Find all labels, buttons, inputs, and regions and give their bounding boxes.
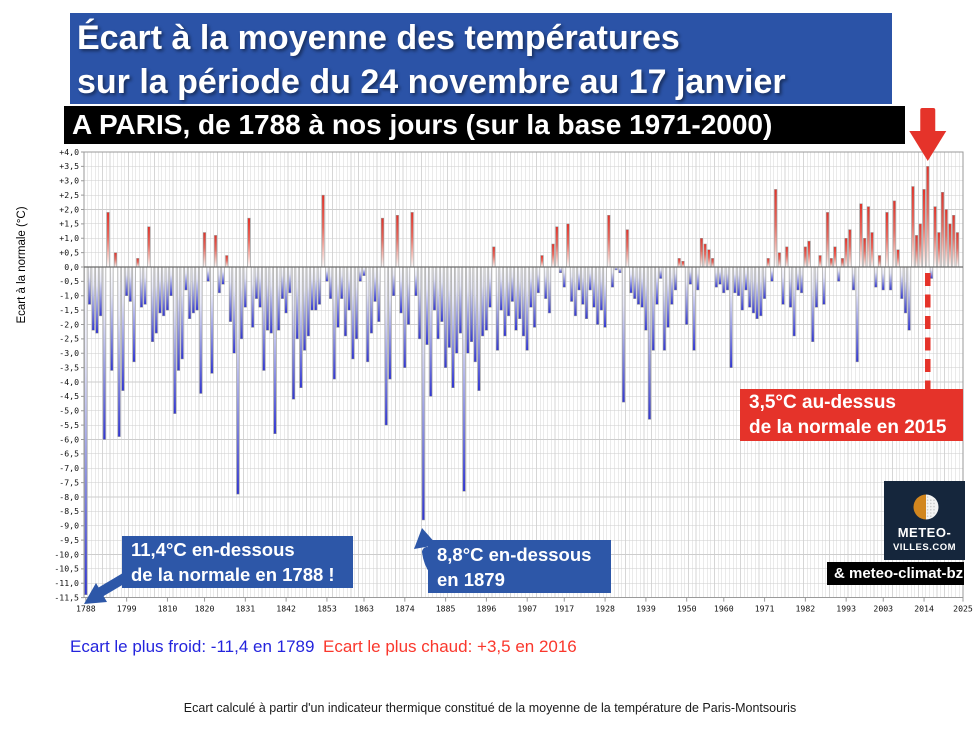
- svg-text:1788: 1788: [76, 604, 96, 614]
- svg-text:-10,5: -10,5: [54, 564, 79, 574]
- meteo-villes-logo-icon: METEO- VILLES.COM: [893, 494, 956, 553]
- svg-text:1896: 1896: [477, 604, 497, 614]
- y-axis-labels: +4,0 +3,5 +3,0 +2,5 +2,0 +1,5 +1,0 +0,5 0,0 -0,5 -…: [54, 147, 84, 602]
- svg-text:1993: 1993: [836, 604, 856, 614]
- svg-text:1960: 1960: [714, 604, 734, 614]
- svg-text:-10,0: -10,0: [54, 549, 79, 559]
- svg-text:+2,5: +2,5: [59, 190, 79, 200]
- svg-text:1907: 1907: [517, 604, 537, 614]
- svg-text:-6,0: -6,0: [59, 434, 79, 444]
- svg-text:1842: 1842: [276, 604, 296, 614]
- annotation-1788-box: 11,4°C en-dessous de la normale en 1788 …: [122, 536, 353, 588]
- svg-text:-5,5: -5,5: [59, 420, 79, 430]
- svg-text:2014: 2014: [914, 604, 934, 614]
- svg-text:-3,5: -3,5: [59, 362, 79, 372]
- svg-text:-5,0: -5,0: [59, 406, 79, 416]
- bars-group: [84, 166, 959, 595]
- svg-text:1939: 1939: [636, 604, 656, 614]
- arrow-down-2015-icon: [909, 108, 947, 161]
- svg-text:1810: 1810: [158, 604, 178, 614]
- x-axis-labels: 1788 1799 1810 1820 1831 1842 1853 1863 1874 1885…: [76, 597, 973, 614]
- svg-text:+1,5: +1,5: [59, 219, 79, 229]
- svg-text:1928: 1928: [595, 604, 615, 614]
- svg-text:1950: 1950: [677, 604, 697, 614]
- svg-text:+4,0: +4,0: [59, 147, 79, 157]
- svg-text:-8,0: -8,0: [59, 492, 79, 502]
- annotation-1879-line2: en 1879: [437, 569, 505, 590]
- svg-text:-7,0: -7,0: [59, 463, 79, 473]
- svg-text:METEO-: METEO-: [898, 525, 952, 540]
- annotation-2015-box: 3,5°C au-dessus de la normale en 2015: [740, 389, 963, 441]
- annotation-1879-line1: 8,8°C en-dessous: [437, 544, 592, 565]
- svg-text:-4,5: -4,5: [59, 391, 79, 401]
- svg-text:+0,5: +0,5: [59, 247, 79, 257]
- meteo-villes-logo: METEO- VILLES.COM: [884, 481, 965, 560]
- annotation-2015-line2: de la normale en 2015: [749, 417, 947, 438]
- svg-text:1820: 1820: [195, 604, 215, 614]
- annotation-1788-line1: 11,4°C en-dessous: [131, 539, 295, 560]
- svg-text:1863: 1863: [354, 604, 374, 614]
- svg-text:+2,0: +2,0: [59, 204, 79, 214]
- svg-text:1799: 1799: [117, 604, 137, 614]
- svg-text:-1,0: -1,0: [59, 291, 79, 301]
- caption-coldest: Ecart le plus froid: -11,4 en 1789: [70, 637, 315, 656]
- svg-text:-9,0: -9,0: [59, 521, 79, 531]
- svg-text:1874: 1874: [395, 604, 415, 614]
- caption-warmest: Ecart le plus chaud: +3,5 en 2016: [323, 637, 577, 656]
- y-axis-title: Ecart à la normale (°C): [16, 206, 28, 323]
- svg-text:2003: 2003: [873, 604, 893, 614]
- main-title-banner: Écart à la moyenne des températures sur …: [70, 13, 892, 104]
- main-title-line1: Écart à la moyenne des températures: [77, 19, 680, 57]
- annotation-2015-line1: 3,5°C au-dessus: [749, 392, 896, 413]
- svg-text:-6,5: -6,5: [59, 449, 79, 459]
- svg-text:-8,5: -8,5: [59, 506, 79, 516]
- svg-text:+3,5: +3,5: [59, 161, 79, 171]
- svg-text:-11,0: -11,0: [54, 578, 79, 588]
- svg-text:0,0: 0,0: [64, 262, 79, 272]
- subtitle-banner: A PARIS, de 1788 à nos jours (sur la bas…: [64, 106, 905, 144]
- footer-note: Ecart calculé à partir d'un indicateur t…: [183, 701, 797, 715]
- svg-text:1982: 1982: [796, 604, 816, 614]
- svg-text:2025: 2025: [953, 604, 973, 614]
- svg-text:1831: 1831: [235, 604, 255, 614]
- svg-text:-11,5: -11,5: [54, 592, 79, 602]
- svg-text:+3,0: +3,0: [59, 176, 79, 186]
- svg-text:1971: 1971: [755, 604, 775, 614]
- svg-text:-9,5: -9,5: [59, 535, 79, 545]
- svg-text:+1,0: +1,0: [59, 233, 79, 243]
- svg-text:-7,5: -7,5: [59, 477, 79, 487]
- svg-text:-3,0: -3,0: [59, 348, 79, 358]
- main-title-line2: sur la période du 24 novembre au 17 janv…: [77, 63, 786, 101]
- annotation-1788-line2: de la normale en 1788 !: [131, 564, 335, 585]
- svg-text:-4,0: -4,0: [59, 377, 79, 387]
- svg-text:1853: 1853: [317, 604, 337, 614]
- svg-text:-2,5: -2,5: [59, 334, 79, 344]
- svg-text:-1,5: -1,5: [59, 305, 79, 315]
- annotation-1879-box: 8,8°C en-dessous en 1879: [428, 540, 611, 593]
- svg-text:1917: 1917: [554, 604, 574, 614]
- credit-strip: & meteo-climat-bzh: [827, 562, 972, 585]
- svg-text:VILLES.COM: VILLES.COM: [893, 542, 956, 553]
- svg-text:-2,0: -2,0: [59, 319, 79, 329]
- svg-text:1885: 1885: [436, 604, 456, 614]
- svg-text:-0,5: -0,5: [59, 276, 79, 286]
